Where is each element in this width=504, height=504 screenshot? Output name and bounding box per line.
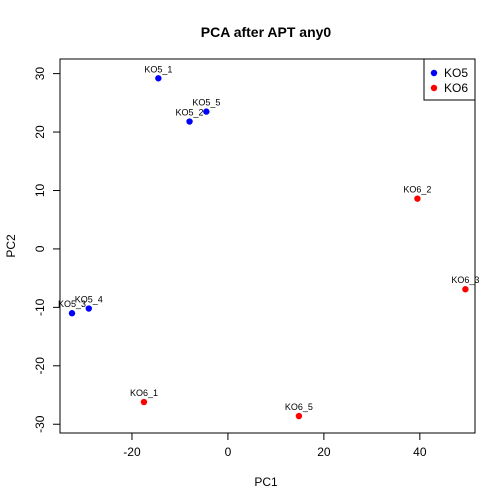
y-tick-label: -20: [33, 357, 47, 375]
data-point: [414, 195, 421, 202]
point-label: KO5_3: [58, 299, 86, 309]
plot-frame: [59, 58, 476, 434]
point-label: KO5_1: [144, 64, 172, 74]
legend-marker: [430, 69, 438, 77]
x-tick-label: 20: [317, 445, 331, 459]
x-axis: -20 0 20 40: [123, 433, 427, 459]
y-axis: -30 -20 -10 0 10 20 30: [33, 67, 60, 433]
x-tick-label: -20: [123, 445, 141, 459]
y-tick-label: 0: [33, 245, 47, 252]
point-label: KO6_5: [285, 402, 313, 412]
x-axis-label: PC1: [254, 475, 278, 489]
y-tick-label: -30: [33, 415, 47, 433]
legend-marker: [430, 84, 438, 92]
data-point: [68, 310, 76, 317]
y-tick-label: 30: [33, 67, 47, 81]
point-label: KO6_3: [451, 275, 479, 285]
x-tick-label: 40: [413, 445, 427, 459]
data-point: [203, 108, 210, 115]
y-axis-label: PC2: [4, 234, 18, 258]
data-point: [155, 75, 162, 82]
x-tick-label: 0: [225, 445, 232, 459]
data-point: [462, 286, 469, 293]
point-label: KO5_2: [176, 108, 204, 118]
data-point: [85, 305, 92, 312]
point-label: KO5_5: [192, 98, 220, 108]
y-tick-label: -10: [33, 298, 47, 316]
legend-entry: KO6: [444, 81, 468, 95]
point-label: KO5_4: [75, 295, 103, 305]
chart-title: PCA after APT any0: [201, 24, 332, 40]
data-point: [186, 118, 193, 125]
legend-box: [423, 58, 476, 101]
point-label: KO6_2: [403, 185, 431, 195]
data-point: [140, 398, 148, 406]
legend-entry: KO5: [444, 66, 468, 80]
data-point: [295, 412, 303, 420]
point-label: KO6_1: [130, 388, 158, 398]
y-tick-label: 10: [33, 183, 47, 197]
y-tick-label: 20: [33, 125, 47, 139]
